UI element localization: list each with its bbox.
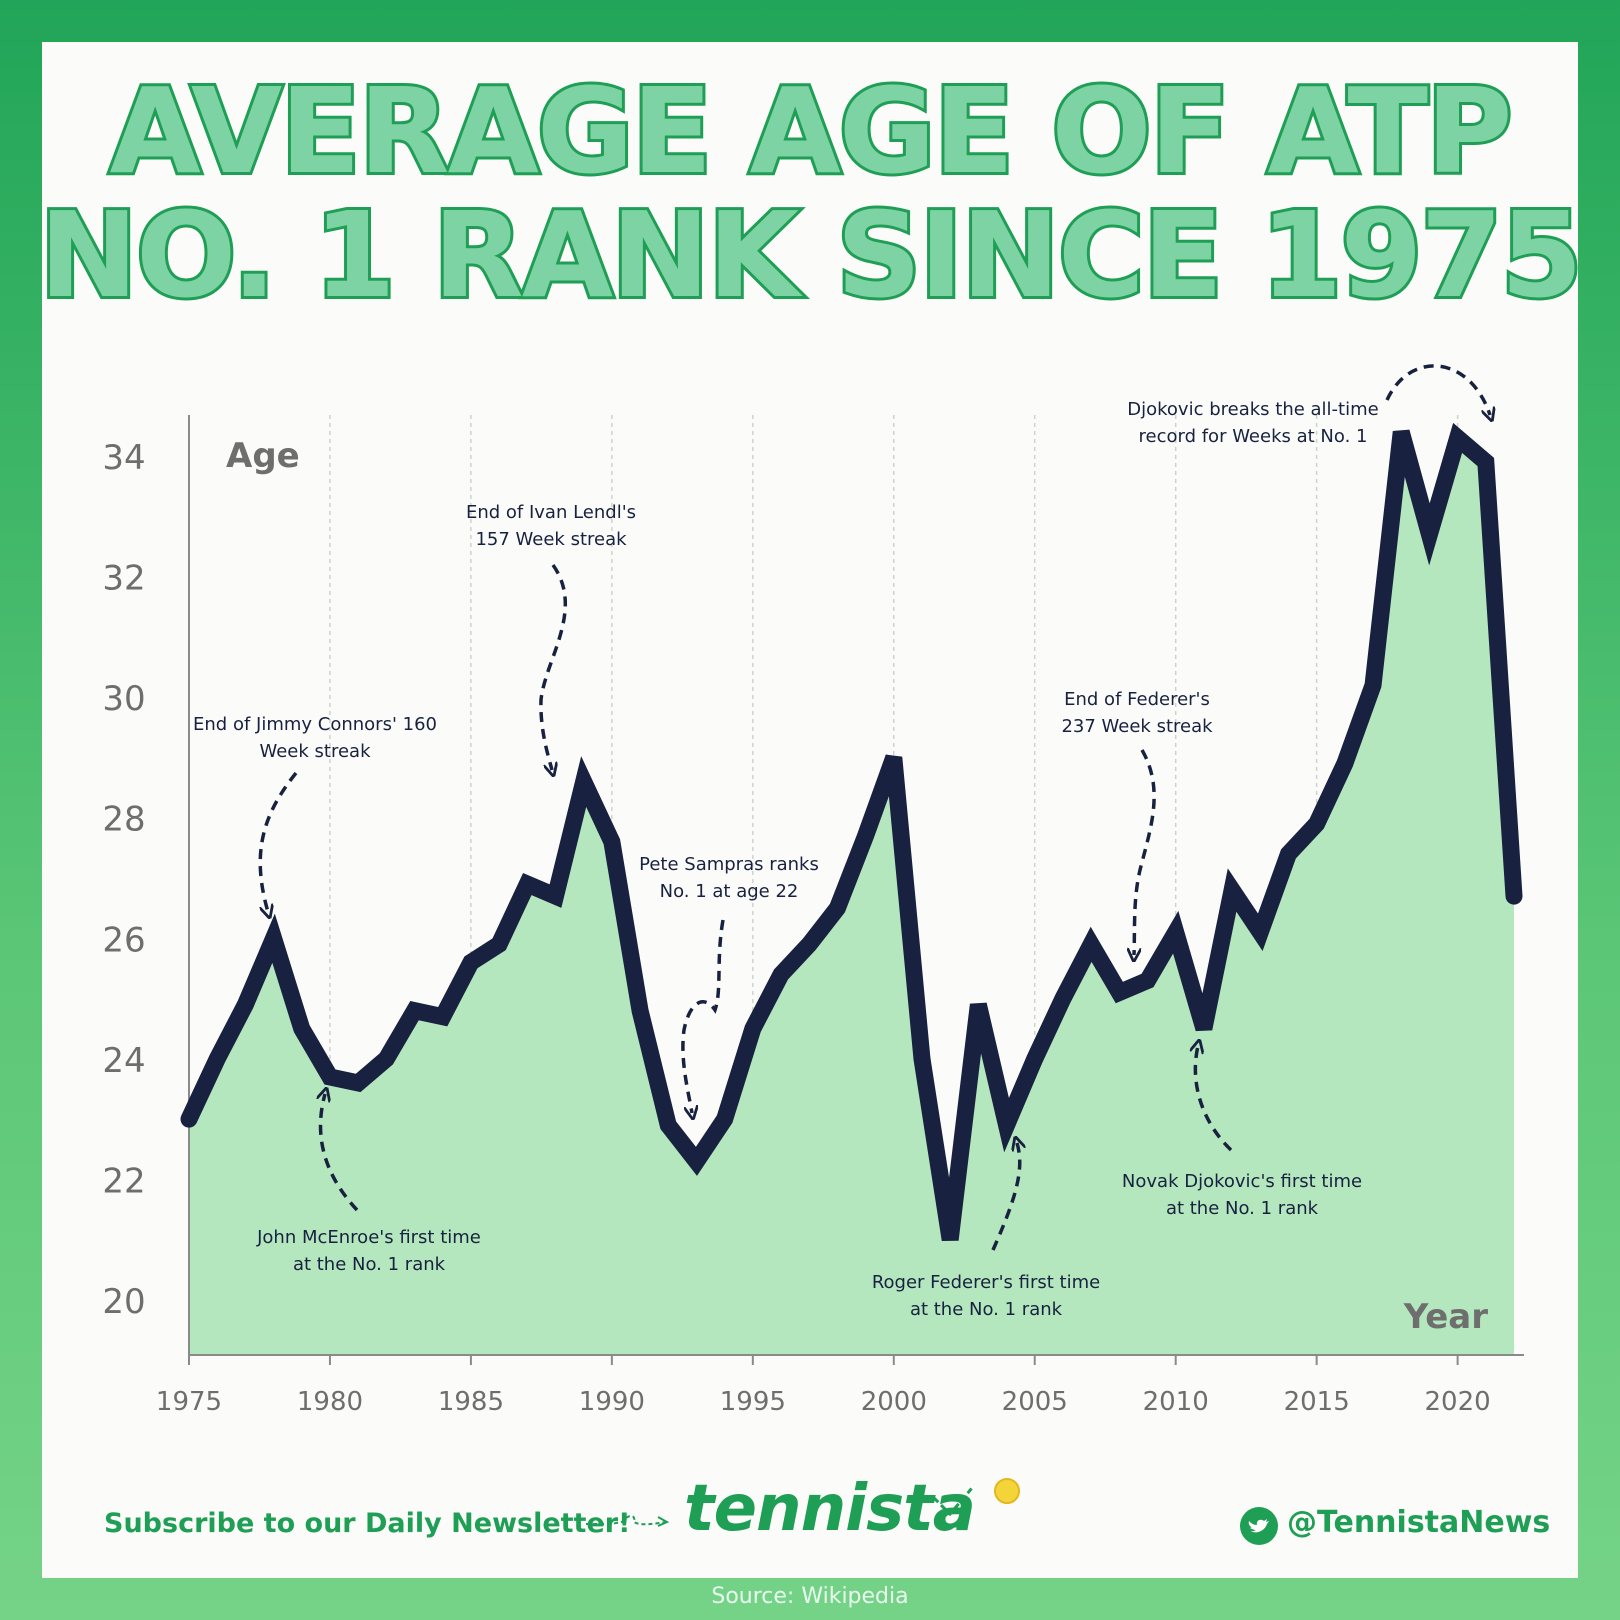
x-tick-label-2000: 2000 — [861, 1387, 927, 1417]
annotation-arrow-2021 — [1385, 364, 1490, 415]
annotations: End of Jimmy Connors' 160 Week streak John… — [193, 399, 1379, 1320]
x-tick-label-2020: 2020 — [1425, 1387, 1491, 1417]
annotation-1993-line1: Pete Sampras ranks — [639, 854, 819, 875]
x-tick-label-1985: 1985 — [438, 1387, 504, 1417]
annotation-arrow-2008 — [1134, 749, 1156, 955]
y-tick-label-34: 34 — [102, 438, 145, 478]
y-tick-label-26: 26 — [102, 920, 145, 960]
y-tick-label-32: 32 — [102, 559, 145, 599]
x-axis-label: Year — [1403, 1297, 1489, 1337]
annotation-2011-line2: at the No. 1 rank — [1166, 1198, 1319, 1219]
annotation-2021-line2: record for Weeks at No. 1 — [1139, 426, 1368, 447]
title-line-2: NO. 1 RANK SINCE 1975 — [36, 186, 1585, 324]
annotation-1988-line1: End of Ivan Lendl's — [466, 502, 636, 523]
subscribe-link[interactable]: Subscribe to our Daily Newsletter! — [104, 1508, 631, 1539]
x-tick-label-1980: 1980 — [297, 1387, 363, 1417]
y-tick-label-28: 28 — [102, 800, 145, 840]
annotation-2008-line1: End of Federer's — [1064, 689, 1210, 710]
y-tick-label-20: 20 — [102, 1282, 145, 1322]
tennis-ball-icon — [994, 1478, 1020, 1504]
x-tick-label-2015: 2015 — [1284, 1387, 1350, 1417]
brand-logo[interactable]: tennista — [684, 1472, 976, 1546]
series-line — [180, 422, 1523, 1242]
annotation-arrow-2004 — [991, 1143, 1020, 1251]
y-tick-label-24: 24 — [102, 1041, 145, 1081]
x-tick-label-1995: 1995 — [720, 1387, 786, 1417]
annotation-1980-line2: at the No. 1 rank — [293, 1254, 446, 1275]
annotation-1980-line1: John McEnroe's first time — [256, 1227, 481, 1248]
annotation-arrow-1978 — [258, 771, 298, 912]
annotation-2021-line1: Djokovic breaks the all-time — [1127, 399, 1378, 420]
annotation-2004-line1: Roger Federer's first time — [872, 1272, 1100, 1293]
racket-icon — [932, 1487, 974, 1528]
axes — [188, 415, 1524, 1356]
tick-labels: 1975 1980 1985 1990 1995 2000 2005 2010 2015 2020… — [102, 438, 1490, 1417]
y-axis-label: Age — [226, 436, 300, 476]
x-tick-label-1990: 1990 — [579, 1387, 645, 1417]
annotation-arrow-1980 — [320, 1094, 359, 1212]
annotation-2011-line1: Novak Djokovic's first time — [1122, 1171, 1362, 1192]
annotation-arrow-1988 — [539, 563, 567, 770]
annotation-arrow-1993 — [681, 919, 725, 1113]
annotation-1988-line2: 157 Week streak — [475, 529, 627, 550]
y-tick-label-22: 22 — [102, 1161, 145, 1201]
twitter-icon[interactable] — [1240, 1507, 1278, 1545]
annotation-arrow-2011 — [1195, 1046, 1233, 1152]
annotation-2008-line2: 237 Week streak — [1061, 716, 1213, 737]
x-tick-label-2005: 2005 — [1002, 1387, 1068, 1417]
x-tick-label-1975: 1975 — [156, 1387, 222, 1417]
annotation-2004-line2: at the No. 1 rank — [910, 1299, 1063, 1320]
doodle-arrow-icon — [585, 1515, 670, 1527]
source-note: Source: Wikipedia — [711, 1584, 909, 1609]
x-tick-label-2010: 2010 — [1143, 1387, 1209, 1417]
annotation-1978-line2: Week streak — [259, 741, 371, 762]
title-line-1: AVERAGE AGE OF ATP — [107, 62, 1516, 200]
annotation-1993-line2: No. 1 at age 22 — [660, 881, 799, 902]
twitter-handle[interactable]: @TennistaNews — [1287, 1505, 1551, 1540]
y-tick-label-30: 30 — [102, 679, 145, 719]
annotation-1978-line1: End of Jimmy Connors' 160 — [193, 714, 437, 735]
annotation-arrows — [258, 364, 1490, 1251]
